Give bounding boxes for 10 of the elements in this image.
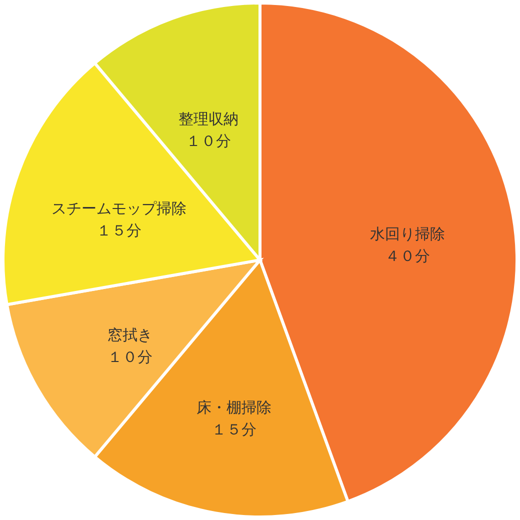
data-label: １５分 — [96, 222, 142, 240]
data-label: １０分 — [108, 348, 153, 366]
slice-label: 窓拭き — [108, 326, 153, 344]
slice-label: スチームモップ掃除 — [52, 200, 187, 218]
slice-label: 水回り掃除 — [370, 224, 446, 243]
data-label: １５分 — [211, 420, 256, 439]
slice-label: 床・棚掃除 — [196, 398, 272, 417]
slice-label: 整理収納 — [178, 110, 239, 128]
data-label: ４０分 — [385, 246, 430, 265]
data-label: １０分 — [186, 132, 232, 150]
